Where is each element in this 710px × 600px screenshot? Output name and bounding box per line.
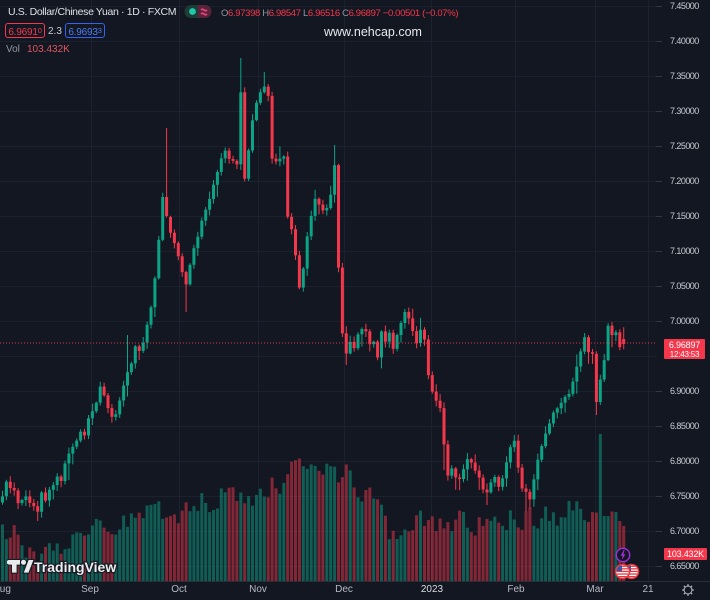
- svg-text:TradingView: TradingView: [34, 559, 116, 575]
